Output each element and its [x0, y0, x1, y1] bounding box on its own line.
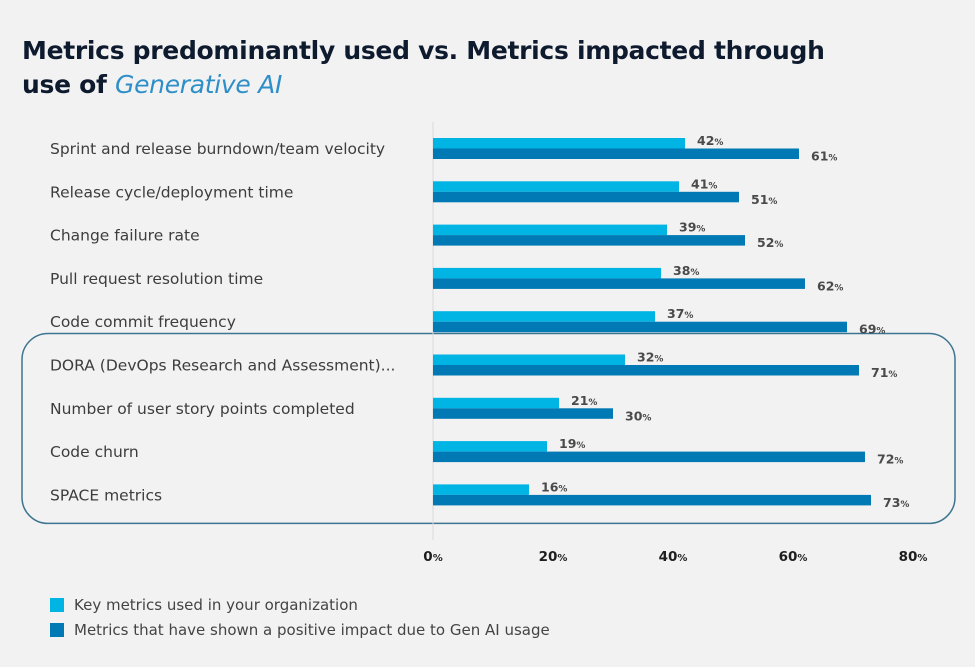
bar-series-1 — [433, 311, 655, 322]
category-label: Change failure rate — [50, 227, 200, 245]
bar-series-2 — [433, 451, 865, 463]
bar-series-1 — [433, 397, 559, 409]
bar-series-1 — [433, 224, 667, 236]
bar-series-1 — [433, 181, 679, 192]
x-tick-label: 0% — [423, 549, 442, 565]
bar-series-2 — [433, 191, 739, 203]
value-label-series-1: 38% — [673, 263, 699, 278]
legend-label-series-1: Key metrics used in your organization — [74, 595, 358, 614]
value-label-series-1: 19% — [559, 436, 585, 451]
value-label-series-1: 16% — [541, 479, 567, 494]
chart-title: Metrics predominantly used vs. Metrics i… — [22, 34, 825, 102]
legend-label-series-2: Metrics that have shown a positive impac… — [74, 620, 550, 639]
title-line-2: use of Generative AI — [22, 68, 825, 102]
x-tick-label: 40% — [659, 549, 688, 565]
legend-swatch-series-1 — [50, 597, 64, 612]
bar-series-2 — [433, 365, 859, 376]
category-label: Number of user story points completed — [50, 400, 355, 418]
value-label-series-2: 30% — [625, 408, 651, 423]
value-label-series-2: 72% — [877, 452, 903, 467]
value-label-series-1: 39% — [679, 220, 705, 235]
bar-series-1 — [433, 267, 661, 279]
category-label: DORA (DevOps Research and Assessment)... — [50, 357, 395, 375]
x-tick-label: 20% — [539, 549, 568, 565]
value-label-series-1: 32% — [637, 350, 663, 365]
bar-series-2 — [433, 148, 799, 159]
value-label-series-2: 61% — [811, 149, 837, 164]
legend-swatch-series-2 — [50, 622, 64, 637]
title-line-1: Metrics predominantly used vs. Metrics i… — [22, 36, 825, 65]
value-label-series-1: 21% — [571, 393, 597, 408]
bar-series-1 — [433, 441, 547, 452]
category-label: Release cycle/deployment time — [50, 183, 293, 201]
category-label: SPACE metrics — [50, 486, 162, 504]
highlight-box — [21, 332, 956, 525]
value-label-series-2: 73% — [883, 495, 909, 510]
legend-item-series-2: Metrics that have shown a positive impac… — [50, 617, 550, 642]
category-label: Pull request resolution time — [50, 270, 263, 288]
value-label-series-2: 62% — [817, 278, 843, 293]
value-label-series-1: 42% — [697, 133, 723, 148]
bar-series-2 — [433, 408, 613, 419]
value-label-series-2: 51% — [751, 192, 777, 207]
bar-series-2 — [433, 278, 805, 289]
title-accent: Generative AI — [115, 70, 283, 99]
title-prefix: use of — [22, 70, 115, 99]
value-label-series-1: 37% — [667, 306, 693, 321]
value-label-series-2: 69% — [859, 322, 885, 337]
value-label-series-1: 41% — [691, 176, 717, 191]
x-tick-label: 60% — [779, 549, 808, 565]
bar-series-1 — [433, 484, 529, 495]
bar-series-2 — [433, 494, 871, 506]
category-label: Code churn — [50, 443, 139, 461]
bar-series-2 — [433, 235, 745, 246]
bar-series-1 — [433, 138, 685, 149]
value-label-series-2: 71% — [871, 365, 897, 380]
category-label: Code commit frequency — [50, 313, 236, 331]
bar-series-1 — [433, 354, 625, 365]
category-label: Sprint and release burndown/team velocit… — [50, 140, 385, 158]
bar-series-2 — [433, 321, 847, 333]
legend-item-series-1: Key metrics used in your organization — [50, 592, 550, 617]
x-tick-label: 80% — [899, 549, 928, 565]
value-label-series-2: 52% — [757, 235, 783, 250]
legend: Key metrics used in your organization Me… — [50, 592, 550, 642]
